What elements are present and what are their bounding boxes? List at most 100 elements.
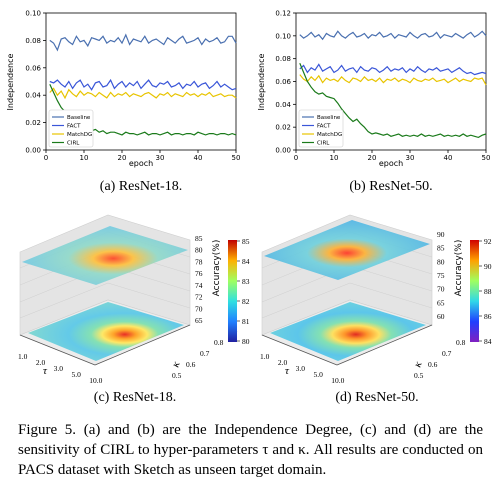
legend-box xyxy=(48,109,94,148)
z-tick-label: 70 xyxy=(195,304,203,313)
z-tick-label: 80 xyxy=(195,246,203,255)
kappa-tick-label: 0.6 xyxy=(428,360,438,369)
legend-label: CIRL xyxy=(67,141,80,147)
legend-label: Baseline xyxy=(67,115,91,121)
x-tick-label: 40 xyxy=(194,154,203,162)
plot-c-zlabel: Accuracy(%) xyxy=(212,240,222,297)
legend-box xyxy=(298,109,344,148)
series-line-fact xyxy=(49,78,237,91)
series-line-matchdg xyxy=(299,74,487,86)
chart-a-resnet18: 0.00 0.02 0.04 0.06 0.08 0.10 0 10 20 30 40 50 epo… xyxy=(6,10,240,169)
x-tick-label: 50 xyxy=(482,154,491,162)
figure-caption: Figure 5. (a) and (b) are the Independen… xyxy=(18,422,483,478)
series-line-baseline xyxy=(299,30,487,41)
colorbar-tick-label: 84 xyxy=(484,337,492,346)
chart-a-ylabel: Independence xyxy=(6,53,15,110)
kappa-tick-label: 0.5 xyxy=(172,371,182,380)
z-tick-label: 70 xyxy=(437,285,445,294)
plot-d-kappa-label: κ xyxy=(412,359,425,369)
colorbar-tick-label: 83 xyxy=(242,277,250,286)
z-tick-label: 75 xyxy=(437,271,445,280)
plot-d-contour xyxy=(270,302,426,361)
plot-c-colorbar xyxy=(228,240,237,342)
plot-d-zlabel: Accuracy(%) xyxy=(454,240,464,297)
colorbar-tick-label: 84 xyxy=(242,257,250,266)
z-tick-label: 65 xyxy=(195,316,203,325)
x-tick-label: 10 xyxy=(80,154,89,162)
chart-b-xlabel: epoch xyxy=(379,159,403,168)
x-tick-label: 0 xyxy=(294,154,298,162)
tau-tick-label: 1.0 xyxy=(18,352,28,361)
colorbar-tick-label: 85 xyxy=(242,237,250,246)
legend-label: FACT xyxy=(317,124,331,130)
legend-label: Baseline xyxy=(317,115,341,121)
y-tick-label: 0.00 xyxy=(275,147,291,155)
y-tick-label: 0.02 xyxy=(275,124,291,132)
x-tick-label: 40 xyxy=(444,154,453,162)
x-tick-label: 30 xyxy=(406,154,415,162)
colorbar-tick-label: 81 xyxy=(242,317,250,326)
tau-tick-label: 1.0 xyxy=(260,352,270,361)
series-line-fact xyxy=(299,63,487,76)
subcaption-d: (d) ResNet-50. xyxy=(335,390,419,405)
z-tick-label: 74 xyxy=(195,281,203,290)
legend-label: FACT xyxy=(67,124,81,130)
x-tick-label: 20 xyxy=(118,154,127,162)
tau-tick-label: 2.0 xyxy=(278,358,288,367)
series-line-matchdg xyxy=(49,87,237,100)
y-tick-label: 0.00 xyxy=(25,147,41,155)
colorbar-tick-label: 90 xyxy=(484,262,492,271)
z-tick-label: 60 xyxy=(437,312,445,321)
chart-a-legend: Baseline FACT MatchDG CIRL xyxy=(48,109,94,148)
tau-tick-label: 10.0 xyxy=(331,376,344,385)
chart-b-ylabel: Independence xyxy=(257,53,266,110)
kappa-tick-label: 0.7 xyxy=(442,349,452,358)
subcaption-a: (a) ResNet-18. xyxy=(99,179,183,194)
tau-tick-label: 5.0 xyxy=(71,370,81,379)
kappa-tick-label: 0.7 xyxy=(200,349,210,358)
legend-label: MatchDG xyxy=(67,132,92,138)
y-tick-label: 0.10 xyxy=(275,32,291,40)
y-tick-label: 0.02 xyxy=(25,119,41,127)
kappa-tick-label: 0.8 xyxy=(214,338,224,347)
z-tick-label: 85 xyxy=(195,234,203,243)
z-tick-label: 72 xyxy=(195,293,203,302)
y-tick-label: 0.08 xyxy=(25,37,41,45)
plot-d-tau-label: τ xyxy=(285,365,290,377)
tau-tick-label: 3.0 xyxy=(296,364,306,373)
subcaption-c: (c) ResNet-18. xyxy=(93,390,177,405)
plot-c-kappa-label: κ xyxy=(170,359,183,369)
z-tick-label: 65 xyxy=(437,298,445,307)
z-tick-label: 76 xyxy=(195,269,203,278)
surface-plot-d-resnet50: 1.02.03.05.010.00.50.60.70.80.9606570758… xyxy=(260,214,492,385)
colorbar-tick-label: 82 xyxy=(242,297,250,306)
subcaption-b: (b) ResNet-50. xyxy=(349,179,433,194)
kappa-tick-label: 0.5 xyxy=(414,371,424,380)
tau-tick-label: 3.0 xyxy=(54,364,64,373)
y-tick-label: 0.06 xyxy=(25,64,41,72)
y-tick-label: 0.08 xyxy=(275,55,291,63)
chart-a-xlabel: epoch xyxy=(129,159,153,168)
tau-tick-label: 5.0 xyxy=(313,370,323,379)
surface-plot-c-resnet18: 1.02.03.05.010.00.50.60.70.80.9657072747… xyxy=(18,214,250,385)
z-tick-label: 80 xyxy=(437,257,445,266)
x-tick-label: 10 xyxy=(330,154,339,162)
plot-d-colorbar xyxy=(470,240,479,342)
colorbar-tick-label: 92 xyxy=(484,237,492,246)
kappa-tick-label: 0.8 xyxy=(456,338,466,347)
tau-tick-label: 2.0 xyxy=(36,358,46,367)
plot-c-surface xyxy=(22,226,188,285)
series-line-baseline xyxy=(49,33,237,52)
chart-b-resnet50: 0.00 0.02 0.04 0.06 0.08 0.10 0.12 0 10 20 30 40 50… xyxy=(257,10,490,169)
z-tick-label: 85 xyxy=(437,244,445,253)
tau-tick-label: 10.0 xyxy=(89,376,102,385)
x-tick-label: 50 xyxy=(232,154,241,162)
colorbar-tick-label: 88 xyxy=(484,287,492,296)
legend-label: CIRL xyxy=(317,141,330,147)
y-tick-label: 0.04 xyxy=(275,101,291,109)
colorbar-tick-label: 86 xyxy=(484,312,492,321)
colorbar-tick-label: 80 xyxy=(242,337,250,346)
plot-c-tau-label: τ xyxy=(43,365,48,377)
y-tick-label: 0.10 xyxy=(25,10,41,18)
